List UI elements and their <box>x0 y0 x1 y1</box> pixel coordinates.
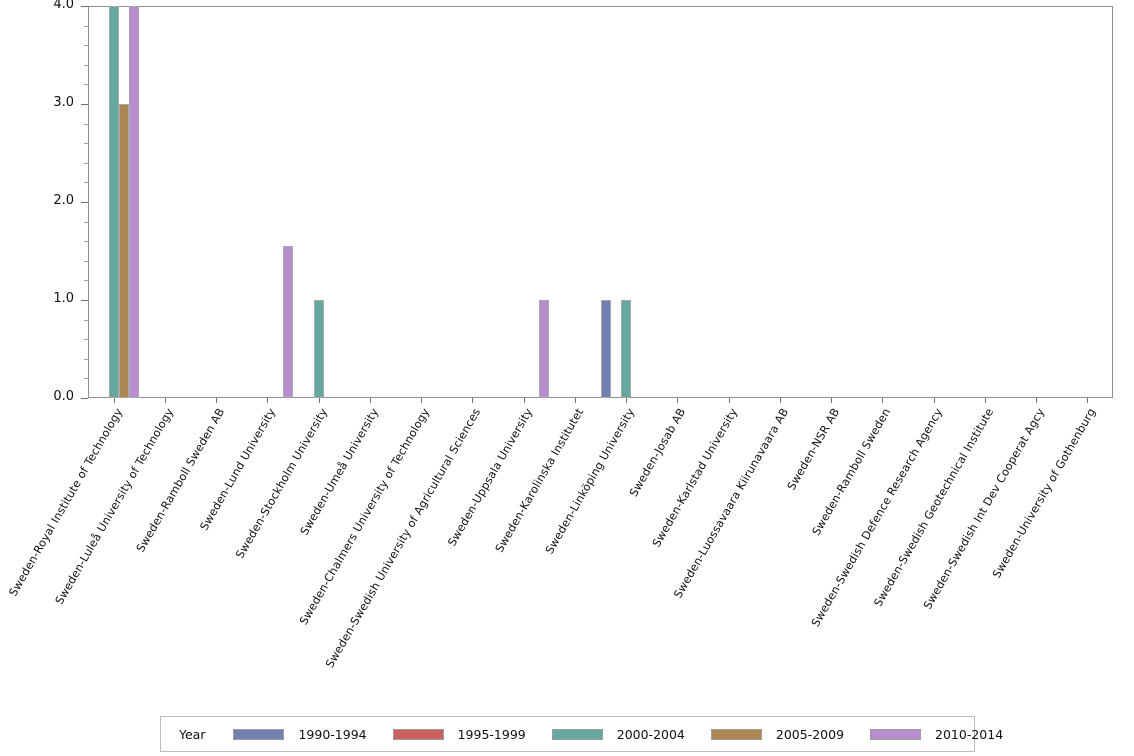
bar <box>118 104 129 398</box>
x-axis-tick-label: Sweden-Luossavaara Kiirunavaara AB <box>671 406 792 601</box>
legend-label: 2000-2004 <box>616 726 685 742</box>
y-tick-mark <box>84 84 88 86</box>
legend-title: Year <box>179 726 206 742</box>
y-tick-label: 3.0 <box>53 95 74 110</box>
x-tick-mark <box>164 398 166 403</box>
x-axis-tick-label: Sweden-Linköping University <box>543 406 638 557</box>
bar <box>538 300 550 398</box>
y-tick-mark <box>84 64 88 66</box>
x-tick-mark <box>216 398 218 403</box>
y-tick-mark <box>84 260 88 262</box>
x-tick-mark <box>113 398 115 403</box>
bar <box>621 300 632 398</box>
y-tick-mark <box>84 25 88 27</box>
x-tick-mark <box>1087 398 1089 403</box>
legend-item[interactable]: 2010-2014 <box>870 727 1003 742</box>
x-tick-mark <box>933 398 935 403</box>
x-axis-tick-label: Sweden-Royal Institute of Technology <box>6 406 125 599</box>
y-tick-mark <box>81 202 88 203</box>
bar <box>128 6 140 398</box>
legend-color-swatch <box>551 728 603 740</box>
bar <box>282 246 293 398</box>
x-tick-mark <box>626 398 628 403</box>
bar <box>313 300 324 398</box>
y-tick-label: 0.0 <box>53 389 74 404</box>
x-tick-mark <box>882 398 884 403</box>
y-tick-mark <box>81 104 88 105</box>
x-tick-mark <box>831 398 833 403</box>
legend-label: 1995-1999 <box>457 726 526 742</box>
bars-layer <box>88 6 1113 398</box>
x-axis-tick-label: Sweden-Ramboll Sweden AB <box>134 406 228 555</box>
y-tick-mark <box>84 45 88 47</box>
x-tick-mark <box>472 398 474 403</box>
bar <box>600 300 611 398</box>
legend-label: 2005-2009 <box>775 726 845 742</box>
bar <box>108 6 119 398</box>
y-tick-mark <box>81 300 88 301</box>
legend-color-swatch <box>710 728 762 740</box>
plot-area <box>88 6 1113 398</box>
legend-color-swatch <box>392 728 444 740</box>
x-axis-tick-label: Sweden-Josab AB <box>627 406 689 500</box>
x-tick-mark <box>728 398 730 403</box>
legend-label: 1990-1994 <box>298 726 367 742</box>
y-tick-mark <box>84 221 88 223</box>
y-tick-mark <box>81 398 88 399</box>
y-tick-mark <box>84 280 88 282</box>
legend-label: 2010-2014 <box>935 726 1004 742</box>
y-tick-mark <box>84 319 88 321</box>
legend-item[interactable]: 2005-2009 <box>710 726 845 742</box>
y-tick-mark <box>84 358 88 360</box>
x-axis-tick-label: Sweden-Stockholm University <box>233 406 330 561</box>
x-tick-mark <box>677 398 679 403</box>
legend: Year 1990-1994 1995-1999 2000-2004 2005-200… <box>160 716 1003 752</box>
y-tick-mark <box>84 182 88 184</box>
y-tick-mark <box>84 143 88 145</box>
y-tick-mark <box>84 339 88 341</box>
y-tick-label: 2.0 <box>53 193 74 208</box>
y-tick-mark <box>81 6 88 7</box>
x-tick-mark <box>421 398 423 403</box>
x-axis-tick-label: Sweden-Karolinska Institutet <box>492 406 587 555</box>
y-tick-mark <box>84 241 88 243</box>
x-axis-tick-label: Sweden-NSR AB <box>784 406 843 493</box>
y-tick-mark <box>84 123 88 125</box>
legend-item[interactable]: 1990-1994 <box>233 726 367 742</box>
x-tick-mark <box>779 398 781 403</box>
legend-item[interactable]: 2000-2004 <box>551 726 685 742</box>
y-tick-mark <box>84 162 88 164</box>
x-axis-tick-label: Sweden-University of Gothenburg <box>990 406 1099 581</box>
legend-color-swatch <box>870 728 922 740</box>
x-tick-mark <box>984 398 986 403</box>
x-tick-mark <box>523 398 525 403</box>
x-tick-mark <box>369 398 371 403</box>
y-tick-label: 4.0 <box>53 0 74 12</box>
x-tick-mark <box>267 398 269 403</box>
x-tick-mark <box>318 398 320 403</box>
legend-color-swatch <box>233 728 285 740</box>
y-tick-mark <box>84 378 88 380</box>
y-tick-label: 1.0 <box>53 291 74 306</box>
x-tick-mark <box>1036 398 1038 403</box>
x-tick-mark <box>574 398 576 403</box>
legend-item[interactable]: 1995-1999 <box>392 726 526 742</box>
legend-items: 1990-1994 1995-1999 2000-2004 2005-2009 2010… <box>233 727 1029 742</box>
